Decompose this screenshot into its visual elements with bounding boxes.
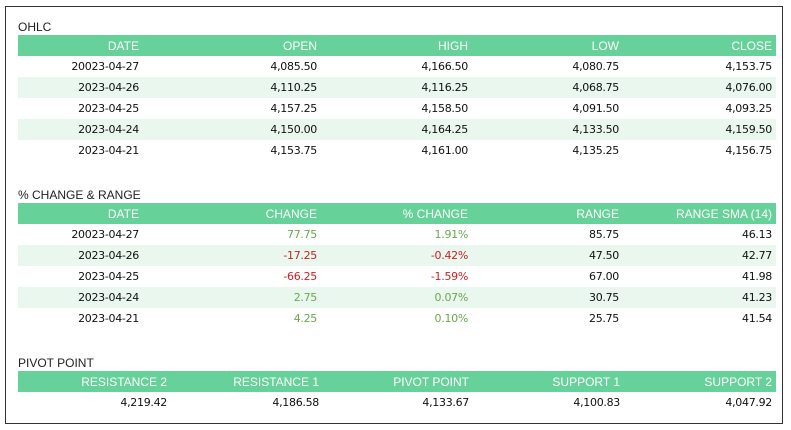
ohlc-low: 4,133.50: [472, 119, 623, 140]
change-header-range-sma: RANGE SMA (14): [623, 203, 776, 224]
ohlc-open: 4,085.50: [270, 60, 317, 73]
change-header-pct-change: % CHANGE: [321, 203, 472, 224]
ohlc-low: 4,091.50: [572, 102, 619, 115]
ohlc-low: 4,068.75: [472, 77, 623, 98]
pivot-header-pivot-point: PIVOT POINT: [323, 371, 473, 392]
range-value: 30.75: [472, 287, 623, 308]
report-frame: OHLC DATE OPEN HIGH LOW CLOSE 20023-04-2…: [5, 6, 783, 424]
range-sma-value: 46.13: [742, 228, 772, 241]
pivot-section: PIVOT POINT RESISTANCE 2 RESISTANCE 1 PI…: [18, 356, 776, 413]
change-date: 2023-04-25: [78, 270, 139, 283]
change-value: -66.25: [283, 270, 317, 283]
pivot-header-resistance-1: RESISTANCE 1: [171, 371, 323, 392]
ohlc-high: 4,161.00: [421, 144, 468, 157]
change-value: 2.75: [143, 287, 321, 308]
ohlc-close: 4,093.25: [725, 102, 772, 115]
pivot-point-value: 4,133.67: [422, 396, 469, 409]
change-value: -17.25: [143, 245, 321, 266]
pct-change-value: -1.59%: [430, 270, 468, 283]
table-row: 2023-04-21 4,153.75 4,161.00 4,135.25 4,…: [18, 140, 776, 161]
table-row: 2023-04-25 -66.25 -1.59% 67.00 41.98: [18, 266, 776, 287]
change-date: 2023-04-26: [18, 245, 143, 266]
resistance-2-value: 4,219.42: [120, 396, 167, 409]
pct-change-value: -0.42%: [321, 245, 472, 266]
table-row: 2023-04-21 4.25 0.10% 25.75 41.54: [18, 308, 776, 329]
table-row: 2023-04-26 4,110.25 4,116.25 4,068.75 4,…: [18, 77, 776, 98]
range-value: 25.75: [589, 312, 619, 325]
ohlc-date: 2023-04-25: [78, 102, 139, 115]
table-row: 20023-04-27 4,085.50 4,166.50 4,080.75 4…: [18, 56, 776, 77]
ohlc-section: OHLC DATE OPEN HIGH LOW CLOSE 20023-04-2…: [18, 20, 776, 161]
ohlc-header-date: DATE: [18, 35, 143, 56]
range-sma-value: 42.77: [623, 245, 776, 266]
pivot-header-resistance-2: RESISTANCE 2: [18, 371, 171, 392]
ohlc-high: 4,116.25: [321, 77, 472, 98]
ohlc-header-low: LOW: [472, 35, 623, 56]
ohlc-low: 4,135.25: [572, 144, 619, 157]
pivot-header-support-1: SUPPORT 1: [473, 371, 624, 392]
ohlc-open: 4,157.25: [270, 102, 317, 115]
pivot-header-row: RESISTANCE 2 RESISTANCE 1 PIVOT POINT SU…: [18, 371, 776, 392]
ohlc-title: OHLC: [18, 20, 52, 34]
ohlc-date: 2023-04-26: [18, 77, 143, 98]
ohlc-header-row: DATE OPEN HIGH LOW CLOSE: [18, 35, 776, 56]
change-date: 2023-04-24: [18, 287, 143, 308]
change-date: 20023-04-27: [71, 228, 139, 241]
table-row: 2023-04-24 2.75 0.07% 30.75 41.23: [18, 287, 776, 308]
range-sma-value: 41.98: [742, 270, 772, 283]
range-sma-value: 41.54: [742, 312, 772, 325]
pivot-title: PIVOT POINT: [18, 356, 94, 370]
change-range-table: DATE CHANGE % CHANGE RANGE RANGE SMA (14…: [18, 203, 776, 329]
pct-change-value: 0.10%: [434, 312, 469, 325]
change-range-title: % CHANGE & RANGE: [18, 188, 141, 202]
change-value: 4.25: [293, 312, 318, 325]
range-sma-value: 41.23: [623, 287, 776, 308]
ohlc-close: 4,076.00: [623, 77, 776, 98]
pivot-table: RESISTANCE 2 RESISTANCE 1 PIVOT POINT SU…: [18, 371, 776, 413]
ohlc-close: 4,156.75: [725, 144, 772, 157]
ohlc-date: 2023-04-24: [18, 119, 143, 140]
ohlc-close: 4,159.50: [623, 119, 776, 140]
support-2-value: 4,047.92: [725, 396, 772, 409]
table-row: 2023-04-25 4,157.25 4,158.50 4,091.50 4,…: [18, 98, 776, 119]
ohlc-high: 4,166.50: [421, 60, 468, 73]
table-row: 4,219.42 4,186.58 4,133.67 4,100.83 4,04…: [18, 392, 776, 413]
ohlc-open: 4,153.75: [270, 144, 317, 157]
change-header-change: CHANGE: [143, 203, 321, 224]
pct-change-value: 0.07%: [321, 287, 472, 308]
ohlc-high: 4,164.25: [321, 119, 472, 140]
change-header-range: RANGE: [472, 203, 623, 224]
change-header-row: DATE CHANGE % CHANGE RANGE RANGE SMA (14…: [18, 203, 776, 224]
pct-change-value: 1.91%: [434, 228, 469, 241]
pivot-header-support-2: SUPPORT 2: [624, 371, 776, 392]
change-date: 2023-04-21: [78, 312, 139, 325]
change-range-section: % CHANGE & RANGE DATE CHANGE % CHANGE RA…: [18, 188, 776, 329]
table-row: 2023-04-24 4,150.00 4,164.25 4,133.50 4,…: [18, 119, 776, 140]
table-row: 2023-04-26 -17.25 -0.42% 47.50 42.77: [18, 245, 776, 266]
ohlc-header-open: OPEN: [143, 35, 321, 56]
ohlc-header-high: HIGH: [321, 35, 472, 56]
ohlc-open: 4,150.00: [143, 119, 321, 140]
ohlc-high: 4,158.50: [421, 102, 468, 115]
ohlc-open: 4,110.25: [143, 77, 321, 98]
range-value: 47.50: [472, 245, 623, 266]
ohlc-close: 4,153.75: [725, 60, 772, 73]
support-1-value: 4,100.83: [573, 396, 620, 409]
change-header-date: DATE: [18, 203, 143, 224]
table-row: 20023-04-27 77.75 1.91% 85.75 46.13: [18, 224, 776, 245]
range-value: 67.00: [589, 270, 619, 283]
ohlc-low: 4,080.75: [572, 60, 619, 73]
ohlc-header-close: CLOSE: [623, 35, 776, 56]
range-value: 85.75: [589, 228, 619, 241]
ohlc-date: 20023-04-27: [71, 60, 139, 73]
ohlc-table: DATE OPEN HIGH LOW CLOSE 20023-04-27 4,0…: [18, 35, 776, 161]
resistance-1-value: 4,186.58: [272, 396, 319, 409]
change-value: 77.75: [287, 228, 317, 241]
ohlc-date: 2023-04-21: [78, 144, 139, 157]
